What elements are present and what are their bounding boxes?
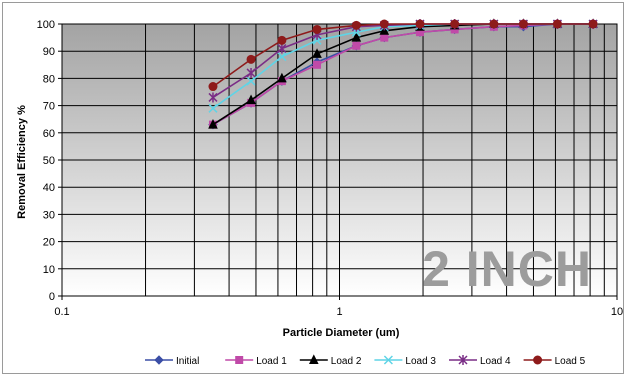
legend-label: Load 4 <box>480 356 511 367</box>
y-tick-label: 30 <box>43 209 55 221</box>
y-tick-label: 0 <box>49 291 55 303</box>
data-point <box>208 119 218 129</box>
data-point <box>208 92 218 103</box>
y-tick-label: 80 <box>43 73 55 85</box>
y-tick-label: 100 <box>37 19 55 31</box>
data-point <box>277 35 287 45</box>
y-tick-label: 40 <box>43 182 55 194</box>
legend-item-load-5: Load 5 <box>523 355 586 367</box>
y-axis-title: Removal Efficiency % <box>16 105 28 219</box>
y-tick-label: 50 <box>43 155 55 167</box>
series-line <box>212 23 594 88</box>
data-point <box>352 41 361 50</box>
y-tick-label: 90 <box>43 46 55 58</box>
legend: Initial Load 1 Load 2 Load 3 Load 4 Load 5 <box>145 354 586 367</box>
legend-item-load-3: Load 3 <box>374 355 436 367</box>
data-point <box>277 52 287 62</box>
legend-item-load-1: Load 1 <box>225 356 287 367</box>
data-point <box>518 19 528 29</box>
legend-item-load-4: Load 4 <box>449 355 511 367</box>
y-tick-label: 60 <box>43 128 55 140</box>
data-point <box>379 19 389 29</box>
data-point <box>277 72 287 83</box>
legend-label: Load 1 <box>256 356 287 367</box>
data-point <box>552 19 562 29</box>
legend-label: Initial <box>176 356 199 367</box>
data-point <box>208 103 218 113</box>
y-tick-label: 10 <box>43 264 55 276</box>
data-point <box>312 48 322 58</box>
legend-swatch-marker <box>533 355 543 365</box>
data-point <box>351 20 361 30</box>
data-point <box>312 24 322 34</box>
x-tick-label: 1 <box>336 306 342 318</box>
data-point <box>415 19 425 29</box>
data-point <box>246 94 256 105</box>
legend-swatch-marker <box>458 355 468 365</box>
series-line <box>212 23 594 126</box>
data-point <box>246 54 256 64</box>
y-tick-label: 20 <box>43 237 55 249</box>
data-point <box>351 31 362 42</box>
data-point <box>246 76 256 86</box>
legend-label: Load 3 <box>405 356 436 367</box>
legend-item-load-2: Load 2 <box>299 354 362 367</box>
data-point <box>489 19 499 29</box>
x-axis-title: Particle Diameter (um) <box>283 327 400 339</box>
y-tick-label: 70 <box>43 101 55 113</box>
legend-swatch-marker <box>154 355 164 365</box>
data-point <box>208 82 218 92</box>
legend-swatch-marker <box>235 356 244 364</box>
x-tick-label: 10 <box>611 306 623 318</box>
series-load-5 <box>208 19 598 92</box>
data-point <box>313 60 322 69</box>
data-point <box>380 33 389 42</box>
x-tick-label: 0.1 <box>54 306 69 318</box>
data-point <box>277 43 287 54</box>
legend-label: Load 5 <box>555 356 586 367</box>
legend-swatch-marker <box>308 354 319 364</box>
data-point <box>588 19 598 29</box>
legend-label: Load 2 <box>331 356 362 367</box>
data-point <box>450 19 460 29</box>
legend-item-initial: Initial <box>145 355 199 367</box>
data-point <box>246 67 256 78</box>
legend-swatch-marker <box>383 355 393 365</box>
chart-annotation: 2 INCH <box>422 241 592 297</box>
